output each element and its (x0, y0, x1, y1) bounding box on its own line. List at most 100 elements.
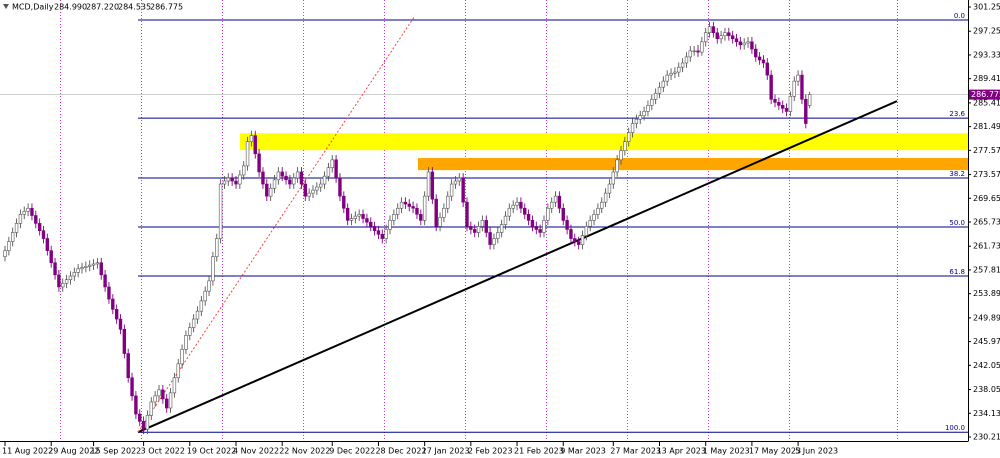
x-tick-label: 15 Sep 2022 (91, 447, 142, 456)
candle-body (573, 238, 577, 242)
candle-body (804, 99, 808, 124)
candle-body (422, 195, 427, 221)
candle-body (403, 201, 408, 205)
candle-body (64, 279, 69, 284)
candle-body (249, 135, 254, 142)
x-tick-label: 9 Dec 2022 (329, 447, 375, 456)
candle-body (295, 171, 300, 179)
candle-body (634, 118, 639, 124)
candle-body (730, 35, 735, 40)
candle-body (761, 59, 766, 64)
candle-body (553, 195, 558, 203)
x-tick-label: 21 Feb 2023 (514, 447, 564, 456)
candle-body (754, 48, 758, 58)
candle-body (168, 392, 173, 409)
candle-body (345, 207, 350, 221)
candle-body (57, 274, 61, 288)
candle-body (272, 179, 277, 189)
candle-body (68, 275, 73, 280)
y-tick-label: 285.410 (973, 98, 1000, 107)
candle-body (519, 201, 523, 209)
candle-body (796, 74, 800, 82)
current-price-label: 286.775 (971, 90, 1000, 99)
candle-body (449, 183, 454, 197)
candle-body (191, 318, 196, 328)
candle-body (626, 132, 631, 142)
candle-body (34, 215, 38, 224)
trend-line (137, 100, 898, 434)
candle-body (576, 241, 581, 245)
candle-body (680, 62, 685, 68)
fib-level-label: 100.0 (945, 424, 965, 432)
y-tick-label: 242.050 (973, 361, 1000, 370)
plot-layer: 230.210 234.130 238.050 242.050 245.970 249.8… (2, 3, 1000, 456)
candle-body (661, 80, 666, 88)
candle-body (557, 195, 562, 209)
candle-body (114, 309, 119, 320)
candle-body (45, 238, 50, 251)
candle-body (472, 229, 477, 233)
x-tick-label: 13 Apr 2023 (657, 447, 706, 456)
x-tick-label: 1 May 2023 (703, 447, 750, 456)
candle-body (226, 177, 230, 182)
candle-body (765, 62, 770, 76)
candle-body (457, 177, 461, 182)
y-tick-label: 281.490 (973, 122, 1000, 131)
candle-body (242, 165, 246, 176)
candle-body (99, 262, 103, 276)
y-tick-label: 289.410 (973, 74, 1000, 83)
candle-body (157, 389, 161, 397)
x-tick-label: 4 Nov 2022 (233, 447, 279, 456)
y-tick-label: 249.890 (973, 313, 1000, 322)
candle-body (284, 175, 288, 181)
candle-body (7, 241, 11, 251)
y-tick-label: 230.210 (973, 433, 1000, 442)
candle-body (688, 50, 693, 58)
candle-body (180, 348, 184, 365)
price-zone (418, 158, 968, 171)
x-tick-label: 19 Oct 2022 (187, 447, 236, 456)
y-tick-label: 301.250 (973, 3, 1000, 12)
candle-body (234, 180, 238, 185)
candle-body (88, 264, 92, 267)
x-tick-label: 5 Jun 2023 (795, 447, 838, 456)
candle-body (118, 318, 123, 330)
candle-body (734, 38, 739, 43)
x-tick-label: 3 Oct 2022 (141, 447, 185, 456)
candle-body (3, 250, 7, 257)
candle-body (788, 95, 793, 112)
candle-body (361, 214, 365, 219)
candle-body (746, 41, 750, 44)
candle-body (696, 50, 700, 53)
candle-body (780, 105, 785, 109)
candle-body (530, 220, 535, 227)
candle-body (523, 207, 527, 215)
candle-body (715, 32, 719, 40)
candle-body (188, 327, 192, 336)
candle-body (211, 256, 215, 282)
candle-body (800, 74, 804, 100)
candle-body (369, 221, 373, 227)
candle-body (238, 174, 242, 185)
candle-body (623, 141, 627, 152)
candle-body (268, 187, 273, 197)
candle-body (657, 86, 662, 94)
candle-body (415, 207, 419, 215)
candle-body (257, 153, 261, 173)
candle-body (727, 32, 731, 37)
candle-body (438, 217, 442, 227)
candle-body (607, 183, 612, 194)
candle-body (507, 207, 512, 217)
candle-body (395, 207, 400, 215)
candle-body (126, 353, 130, 379)
candle-body (453, 180, 458, 185)
candle-body (265, 183, 269, 197)
fib-level-label: 38.2 (949, 170, 965, 178)
candle-body (476, 226, 481, 233)
candle-body (326, 167, 331, 177)
fib-level-label: 61.8 (949, 268, 965, 276)
candle-body (549, 201, 554, 209)
candle-body (426, 171, 431, 197)
candle-body (338, 177, 342, 197)
